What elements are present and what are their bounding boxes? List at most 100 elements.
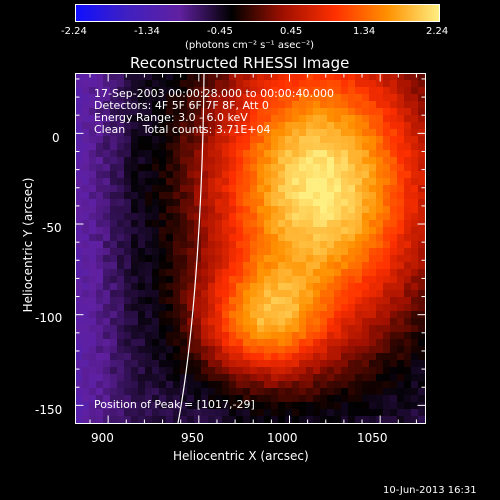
heatmap-cell <box>376 185 384 193</box>
heatmap-cell <box>348 157 356 165</box>
heatmap-cell <box>166 360 174 368</box>
heatmap-cell <box>362 409 370 417</box>
heatmap-cell <box>411 297 419 305</box>
heatmap-cell <box>159 213 167 221</box>
heatmap-cell <box>299 332 307 340</box>
heatmap-cell <box>292 157 300 165</box>
heatmap-cell <box>250 360 258 368</box>
heatmap-cell <box>334 108 342 116</box>
heatmap-cell <box>145 213 153 221</box>
heatmap-cell <box>320 108 328 116</box>
heatmap-cell <box>145 262 153 270</box>
heatmap-cell <box>404 150 412 158</box>
heatmap-cell <box>250 143 258 151</box>
heatmap-cell <box>285 143 293 151</box>
heatmap-cell <box>299 150 307 158</box>
heatmap-cell <box>390 108 398 116</box>
heatmap-cell <box>138 353 146 361</box>
heatmap-cell <box>215 367 223 375</box>
heatmap-cell <box>173 220 181 228</box>
heatmap-cell <box>327 416 335 423</box>
heatmap-cell <box>173 164 181 172</box>
heatmap-cell <box>159 346 167 354</box>
heatmap-cell <box>131 157 139 165</box>
heatmap-cell <box>390 122 398 130</box>
heatmap-cell <box>82 164 90 172</box>
heatmap-cell <box>411 178 419 186</box>
heatmap-cell <box>208 220 216 228</box>
heatmap-cell <box>313 269 321 277</box>
heatmap-cell <box>341 136 349 144</box>
heatmap-cell <box>404 206 412 214</box>
heatmap-cell <box>187 290 195 298</box>
heatmap-cell <box>264 262 272 270</box>
heatmap-cell <box>411 227 419 235</box>
heatmap-cell <box>201 213 209 221</box>
heatmap-cell <box>327 297 335 305</box>
x-tick-1000: 1000 <box>267 431 298 445</box>
heatmap-cell <box>418 374 425 382</box>
heatmap-cell <box>306 374 314 382</box>
heatmap-cell <box>215 227 223 235</box>
heatmap-cell <box>369 206 377 214</box>
heatmap-cell <box>285 101 293 109</box>
heatmap-cell <box>124 297 132 305</box>
heatmap-cell <box>327 255 335 263</box>
heatmap-cell <box>327 290 335 298</box>
heatmap-cell <box>243 241 251 249</box>
heatmap-cell <box>75 192 83 200</box>
heatmap-cell <box>138 255 146 263</box>
heatmap-cell <box>264 395 272 403</box>
heatmap-cell <box>334 395 342 403</box>
heatmap-cell <box>145 220 153 228</box>
heatmap-cell <box>138 325 146 333</box>
heatmap-cell <box>313 416 321 423</box>
heatmap-cell <box>75 290 83 298</box>
heatmap-cell <box>180 248 188 256</box>
heatmap-cell <box>341 108 349 116</box>
heatmap-cell <box>75 248 83 256</box>
heatmap-cell <box>222 276 230 284</box>
heatmap-cell <box>376 73 384 81</box>
heatmap-cell <box>348 178 356 186</box>
heatmap-cell <box>327 101 335 109</box>
heatmap-cell <box>194 143 202 151</box>
heatmap-cell <box>124 150 132 158</box>
heatmap-cell <box>145 339 153 347</box>
heatmap-cell <box>75 199 83 207</box>
heatmap-cell <box>159 150 167 158</box>
heatmap-cell <box>117 290 125 298</box>
heatmap-cell <box>187 206 195 214</box>
heatmap-cell <box>278 101 286 109</box>
heatmap-cell <box>264 136 272 144</box>
heatmap-cell <box>278 269 286 277</box>
heatmap-cell <box>131 255 139 263</box>
heatmap-cell <box>152 339 160 347</box>
heatmap-cell <box>271 332 279 340</box>
heatmap-cell <box>278 234 286 242</box>
heatmap-cell <box>341 248 349 256</box>
heatmap-cell <box>82 143 90 151</box>
heatmap-cell <box>89 241 97 249</box>
heatmap-cell <box>229 234 237 242</box>
heatmap-cell <box>222 185 230 193</box>
heatmap-cell <box>166 220 174 228</box>
heatmap-cell <box>418 416 425 423</box>
heatmap-cell <box>320 332 328 340</box>
heatmap-cell <box>257 339 265 347</box>
heatmap-cell <box>271 388 279 396</box>
heatmap-cell <box>264 402 272 410</box>
heatmap-cell <box>313 101 321 109</box>
heatmap-cell <box>327 241 335 249</box>
heatmap-cell <box>390 339 398 347</box>
heatmap-cell <box>418 73 425 81</box>
heatmap-cell <box>404 332 412 340</box>
heatmap-cell <box>376 367 384 375</box>
heatmap-cell <box>313 234 321 242</box>
heatmap-cell <box>341 409 349 417</box>
heatmap-cell <box>334 290 342 298</box>
heatmap-cell <box>236 164 244 172</box>
heatmap-cell <box>383 206 391 214</box>
heatmap-cell <box>250 339 258 347</box>
heatmap-cell <box>75 108 83 116</box>
